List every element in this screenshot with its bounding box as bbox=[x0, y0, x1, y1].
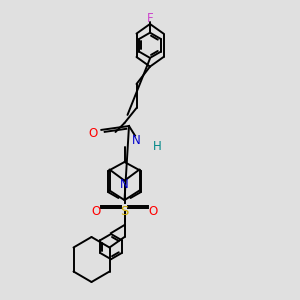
Text: H: H bbox=[152, 140, 161, 154]
Text: N: N bbox=[132, 134, 141, 148]
Text: N: N bbox=[120, 178, 129, 191]
Text: O: O bbox=[92, 205, 100, 218]
Text: F: F bbox=[147, 11, 153, 25]
Text: O: O bbox=[88, 127, 98, 140]
Text: S: S bbox=[120, 205, 129, 218]
Text: O: O bbox=[148, 205, 158, 218]
